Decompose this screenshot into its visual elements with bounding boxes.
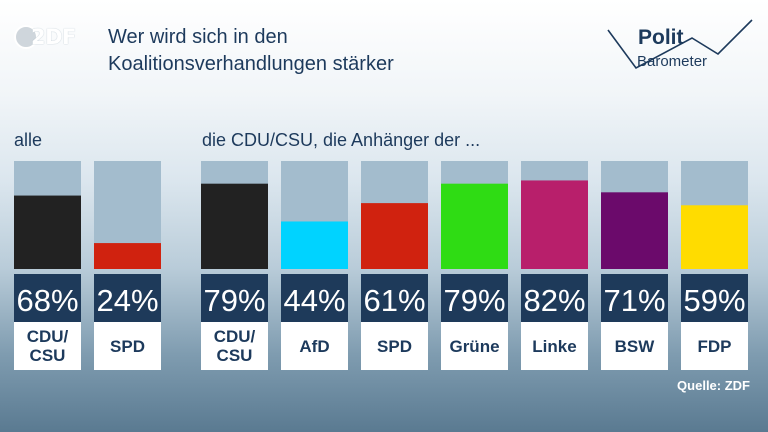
bar-cducsu [201,183,268,269]
value-panel-afd [281,274,348,322]
bar-spd [94,243,161,269]
value-label-spd: 61% [363,283,425,318]
category-label-grüne: Grüne [449,337,499,356]
category-panel-cducsu [201,322,268,370]
chart-title-line2: Koalitionsverhandlungen stärker [108,53,394,75]
category-label-cducsu: CDU/CSU [27,327,69,365]
source-note: Quelle: ZDF [677,378,750,393]
category-panel-bsw [601,322,668,370]
brand-line2: Barometer [637,53,708,70]
category-panel-cducsu [14,322,81,370]
bar-afd [281,221,348,269]
category-label-cducsu: CDU/CSU [214,327,256,365]
zdf-logo-disc [14,25,38,49]
value-panel-bsw [601,274,668,322]
category-label-fdp: FDP [698,337,732,356]
value-panel-grüne [441,274,508,322]
value-panel-spd [94,274,161,322]
value-panel-spd [361,274,428,322]
politbarometer-logo: Polit Barometer [606,16,756,72]
zdf-logo-text: 2DF [31,25,76,49]
category-label-spd: SPD [377,337,412,356]
value-label-spd: 24% [96,283,158,318]
category-label-spd: SPD [110,337,145,356]
value-label-bsw: 71% [603,283,665,318]
value-label-cducsu: 79% [203,283,265,318]
value-panel-cducsu [201,274,268,322]
bar-fdp [681,205,748,269]
value-label-fdp: 59% [683,283,745,318]
value-label-afd: 44% [283,283,345,318]
value-panel-cducsu [14,274,81,322]
value-panel-fdp [681,274,748,322]
bar-bsw [601,192,668,269]
value-panel-linke [521,274,588,322]
bar-grüne [441,183,508,269]
category-label-linke: Linke [532,337,576,356]
category-panel-spd [94,322,161,370]
brand-line1: Polit [638,26,684,49]
chart-title: Wer wird sich in den Koalitionsverhandlu… [108,24,548,78]
section-label-all: alle [14,130,43,150]
value-label-grüne: 79% [443,283,505,318]
category-panel-afd [281,322,348,370]
value-label-linke: 82% [523,283,585,318]
category-panel-spd [361,322,428,370]
chart-title-line1: Wer wird sich in den [108,26,288,48]
zdf-logo: 2DF [14,22,80,52]
category-panel-grüne [441,322,508,370]
bar-spd [361,203,428,269]
value-label-cducsu: 68% [16,283,78,318]
category-panel-fdp [681,322,748,370]
category-label-bsw: BSW [615,337,656,356]
bar-linke [521,180,588,269]
category-panel-linke [521,322,588,370]
bar-cducsu [14,195,81,269]
section-label-supporters: die CDU/CSU, die Anhänger der ... [202,130,481,150]
category-label-afd: AfD [299,337,329,356]
politbarometer-wave-icon [607,19,753,70]
